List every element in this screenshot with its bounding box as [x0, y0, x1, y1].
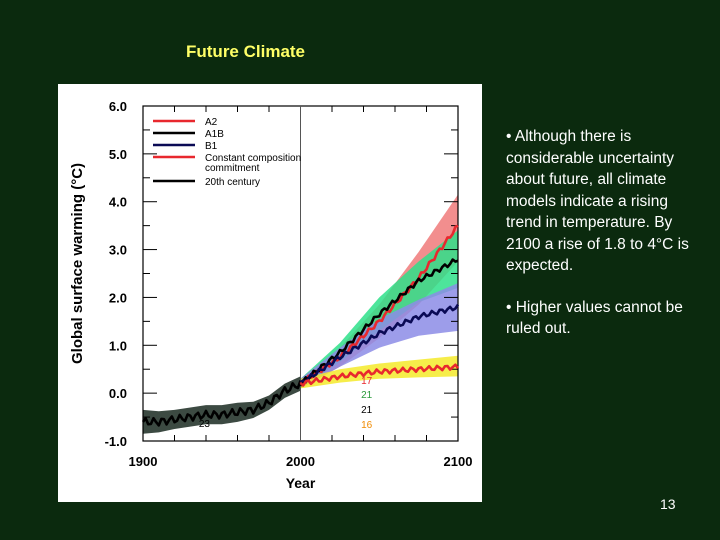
- bullet-uncertainty: • Although there is considerable uncerta…: [506, 128, 689, 274]
- y-axis-title: Global surface warming (°C): [69, 163, 86, 364]
- y-tick-label: 4.0: [109, 195, 127, 210]
- legend-label-20th-century: 20th century: [205, 177, 260, 188]
- x-tick-label: 2100: [444, 454, 473, 469]
- page-number: 13: [660, 496, 676, 512]
- series-line-b1: [299, 303, 460, 384]
- y-tick-label: 2.0: [109, 290, 127, 305]
- legend-label-b1: B1: [205, 141, 218, 152]
- chart-panel: A2 A1B B1 Constant composition commitment 20t…: [58, 84, 482, 502]
- model-count-commitment: 16: [361, 420, 373, 431]
- model-count-20th-century: 23: [199, 419, 211, 430]
- model-count-a2: 17: [361, 376, 373, 387]
- legend-label-a2: A2: [205, 117, 218, 128]
- model-count-b1: 21: [361, 405, 373, 416]
- band-b1: [300, 283, 458, 389]
- legend-label-a1b: A1B: [205, 129, 224, 140]
- x-axis-title: Year: [286, 475, 316, 491]
- y-tick-label: 5.0: [109, 147, 127, 162]
- y-tick-label: 3.0: [109, 243, 127, 258]
- y-tick-label: -1.0: [105, 434, 127, 449]
- legend-label-constant-composition: Constant composition: [205, 153, 301, 164]
- series-line-20th-century: [141, 380, 302, 427]
- y-tick-label: 0.0: [109, 386, 127, 401]
- slide-title: Future Climate: [186, 42, 306, 61]
- x-tick-label: 1900: [129, 454, 158, 469]
- x-tick-label: 2000: [286, 454, 315, 469]
- model-count-a1b: 21: [361, 390, 373, 401]
- bullet-higher-values: • Higher values cannot be ruled out.: [506, 298, 683, 338]
- bullet-list: • Although there is considerable uncerta…: [506, 126, 696, 360]
- legend-sublabel-commitment: commitment: [205, 163, 260, 174]
- y-tick-label: 6.0: [109, 99, 127, 114]
- y-tick-label: 1.0: [109, 338, 127, 353]
- series-line-constant-composition-commitment: [299, 363, 460, 387]
